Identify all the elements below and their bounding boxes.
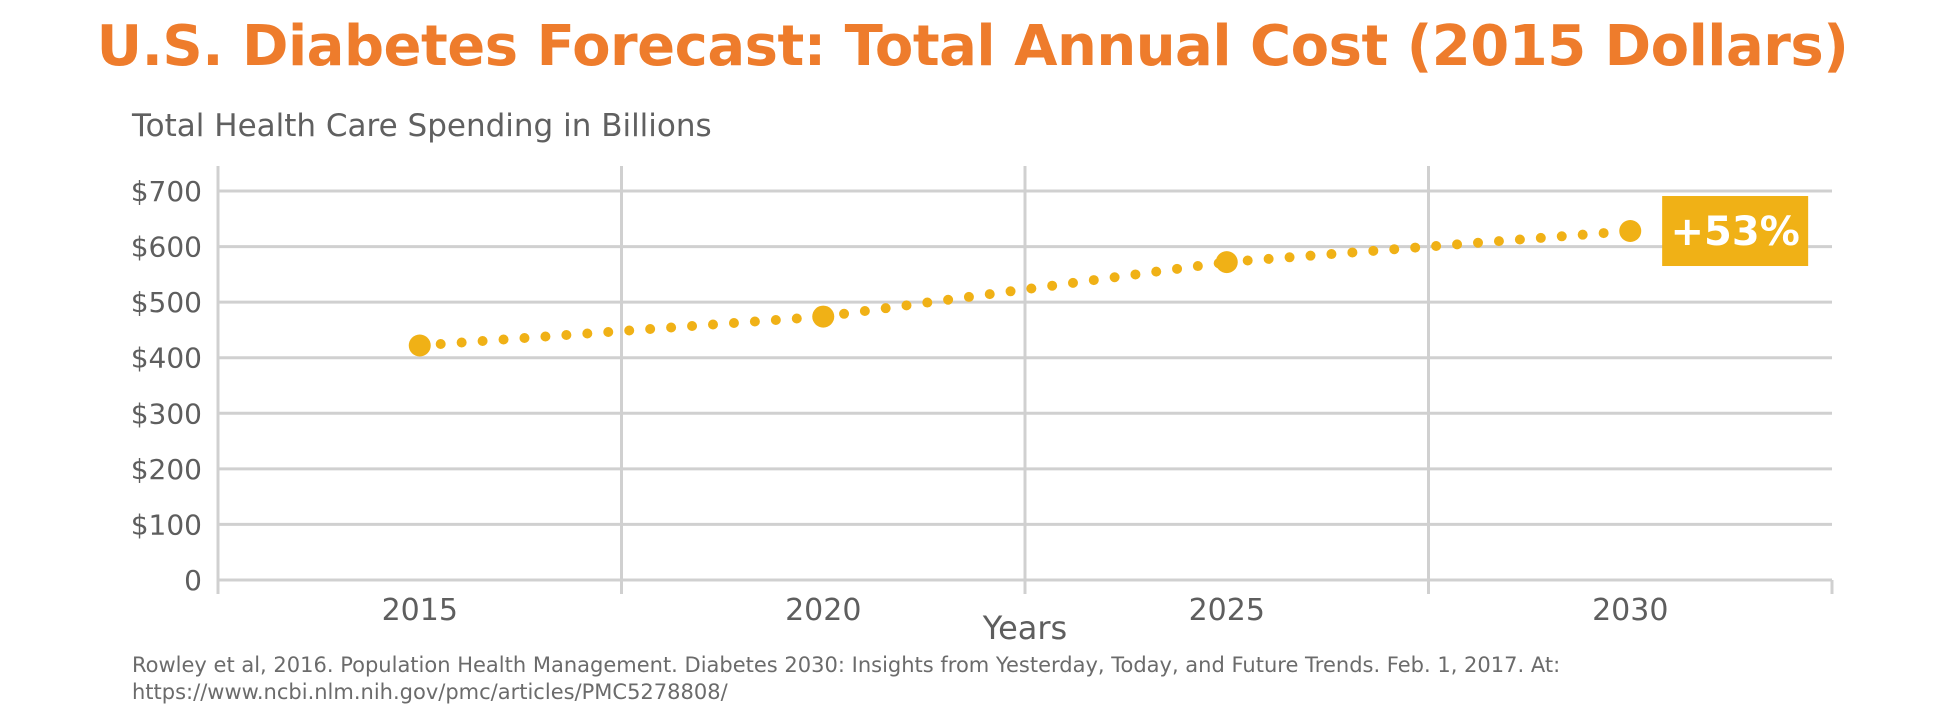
x-tick-label: 2025 (1189, 593, 1265, 628)
y-tick-layer: 0 $100 $200 $300 $400 $500 $600 $700 (131, 175, 202, 597)
data-point (812, 305, 835, 328)
series-segment (818, 257, 1232, 322)
annotation-label: +53% (1671, 209, 1800, 255)
chart-subtitle: Total Health Care Spending in Billions (132, 108, 712, 144)
annotation-badge (1662, 196, 1809, 267)
y-tick-label: $600 (131, 231, 202, 264)
y-tick-label: $300 (131, 397, 202, 430)
series-layer (408, 220, 1642, 357)
source-citation: Rowley et al, 2016. Population Health Ma… (132, 653, 1561, 704)
y-tick-label: 0 (184, 564, 202, 597)
y-tick-label: $100 (131, 508, 202, 541)
y-tick-label: $500 (131, 286, 202, 319)
data-point (408, 334, 431, 357)
chart-title: U.S. Diabetes Forecast: Total Annual Cos… (96, 14, 1849, 79)
series-segment (1221, 226, 1636, 268)
data-point (1619, 220, 1642, 243)
x-tick-label: 2020 (785, 593, 861, 628)
annotation-layer: +53% (1662, 196, 1809, 267)
x-axis-label: Years (982, 609, 1067, 647)
grid-layer (216, 166, 1834, 594)
data-point (1215, 251, 1238, 274)
y-tick-label: $700 (131, 175, 202, 208)
x-tick-label: 2030 (1592, 593, 1668, 628)
x-tick-layer: 2015 2020 2025 2030 (382, 593, 1669, 628)
series-segment (414, 311, 829, 351)
x-tick-label: 2015 (382, 593, 458, 628)
y-tick-label: $400 (131, 342, 202, 375)
y-tick-label: $200 (131, 453, 202, 486)
